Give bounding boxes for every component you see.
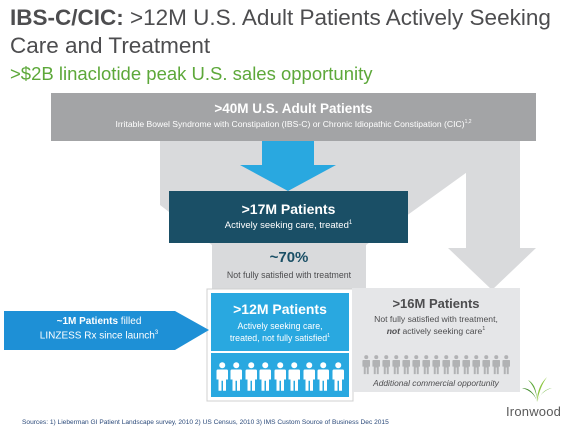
- ironwood-leaf-logo-icon: [522, 377, 552, 402]
- person-icon: [472, 355, 480, 375]
- person-icon: [392, 355, 400, 375]
- person-icon: [372, 355, 380, 375]
- box17-sub: Actively seeking care, treated1: [224, 220, 353, 232]
- callout-line1: ~1M Patients filled: [56, 316, 142, 327]
- person-icon: [502, 355, 510, 375]
- box16-headline: >16M Patients: [392, 296, 480, 311]
- person-icon: [492, 355, 500, 375]
- person-icon: [288, 362, 301, 391]
- top-band-headline: >40M U.S. Adult Patients: [214, 101, 373, 116]
- down-arrow: [240, 141, 336, 191]
- box12-top: [211, 293, 349, 351]
- right-branch-arrow: [430, 141, 536, 290]
- box17-headline: >17M Patients: [241, 201, 336, 217]
- person-icon: [442, 355, 450, 375]
- box16-line1: Not fully satisfied with treatment,: [374, 314, 498, 324]
- callout-line2: LINZESS Rx since launch3: [39, 330, 159, 342]
- title-rest: >12M U.S. Adult Patients Actively Seekin…: [10, 5, 551, 58]
- person-icon: [412, 355, 420, 375]
- box17-shape: [169, 191, 408, 243]
- person-icon: [382, 355, 390, 375]
- person-icon: [274, 362, 286, 391]
- box12-people-row: [212, 362, 348, 396]
- person-icon: [462, 355, 470, 375]
- box16-line2: not actively seeking care1: [386, 326, 486, 336]
- person-icon: [452, 355, 460, 375]
- title-bold: IBS-C/CIC:: [10, 5, 124, 30]
- logo-wordmark: Ironwood: [506, 404, 562, 419]
- slide-title: IBS-C/CIC: >12M U.S. Adult Patients Acti…: [10, 4, 575, 60]
- box16-people-row: [358, 355, 514, 377]
- person-icon: [303, 362, 315, 391]
- slide-subtitle: >$2B linaclotide peak U.S. sales opportu…: [10, 63, 373, 84]
- top-band-sub: Irritable Bowel Syndrome with Constipati…: [115, 119, 472, 129]
- person-icon: [259, 362, 272, 391]
- box12-line1: Actively seeking care,: [237, 321, 323, 331]
- person-icon: [432, 355, 440, 375]
- person-icon: [245, 362, 257, 391]
- box16-shape: [352, 288, 520, 392]
- top-band-shape: [51, 93, 536, 141]
- callout-shape: [4, 311, 209, 350]
- box12-line2: treated, not fully satisfied1: [229, 333, 331, 343]
- person-icon: [332, 362, 344, 391]
- person-icon: [317, 362, 330, 391]
- pct-value: ~70%: [269, 249, 309, 266]
- person-icon: [216, 362, 228, 391]
- person-icon: [230, 362, 243, 391]
- sources-footnote: Sources: 1) Lieberman GI Patient Landsca…: [22, 419, 389, 426]
- box12-headline: >12M Patients: [233, 301, 327, 317]
- person-icon: [422, 355, 430, 375]
- person-icon: [362, 355, 370, 375]
- box16-note: Additional commercial opportunity: [373, 378, 499, 388]
- person-icon: [402, 355, 410, 375]
- person-icon: [482, 355, 490, 375]
- pct-label: Not fully satisfied with treatment: [226, 270, 352, 280]
